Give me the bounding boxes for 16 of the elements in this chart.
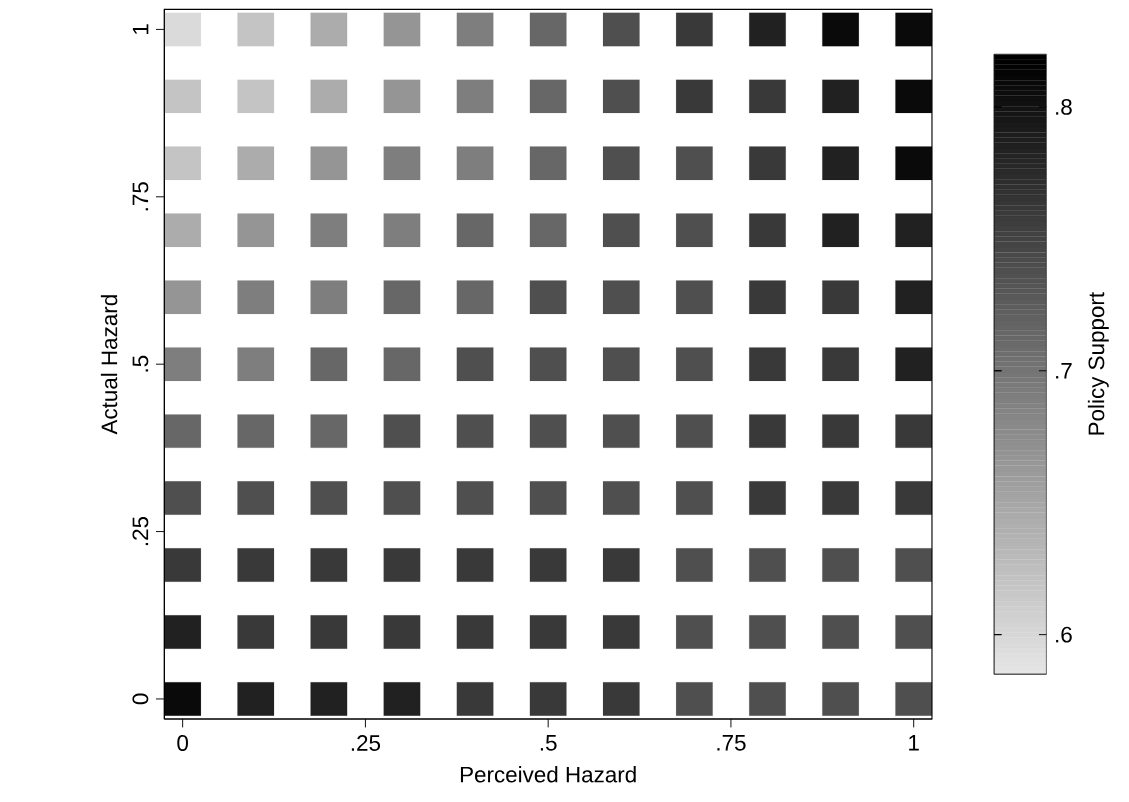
x-tick-label: .25	[351, 735, 381, 751]
x-tick-label: .5	[540, 735, 557, 751]
y-tick-label: 1	[132, 24, 149, 34]
y-axis-title: Actual Hazard	[100, 295, 118, 435]
color-bar-label: .7	[1056, 363, 1072, 379]
y-tick-label: .5	[132, 355, 149, 372]
y-tick-label: .75	[132, 182, 149, 211]
x-axis-title: Perceived Hazard	[460, 766, 636, 783]
color-bar-title: Policy Support	[1087, 292, 1109, 435]
y-tick-label: 0	[132, 693, 149, 705]
x-tick-label: 1	[909, 735, 919, 751]
x-tick-label: 0	[177, 735, 188, 751]
x-tick-label: .75	[717, 735, 746, 751]
y-tick-label: .25	[132, 516, 149, 546]
color-bar-label: .6	[1056, 626, 1072, 643]
color-bar-label: .8	[1056, 98, 1072, 115]
